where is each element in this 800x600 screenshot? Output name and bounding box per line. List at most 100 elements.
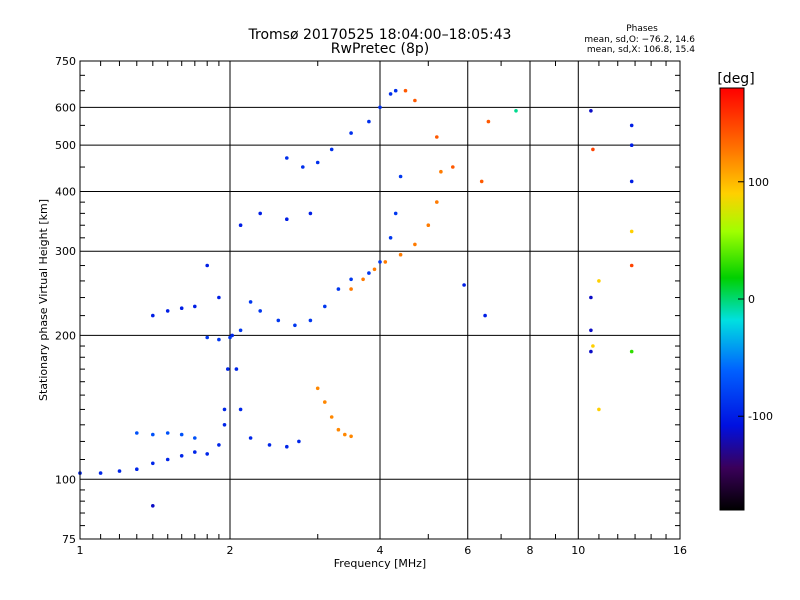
- chart-title-line1: Tromsø 20170525 18:04:00–18:05:43: [248, 27, 512, 43]
- data-point: [591, 344, 595, 348]
- data-point: [451, 165, 455, 169]
- data-point: [222, 423, 227, 427]
- data-point: [308, 318, 313, 323]
- x-tick-label: 6: [464, 544, 471, 557]
- data-point: [629, 123, 634, 128]
- data-point: [248, 436, 253, 440]
- data-point: [297, 439, 301, 444]
- data-point: [378, 260, 382, 264]
- plot-frame: [79, 60, 681, 540]
- data-point: [597, 279, 601, 283]
- phase-info-o-mode: mean, sd,O: −76.2, 14.6: [584, 35, 695, 45]
- data-point: [367, 119, 371, 124]
- data-point: [165, 457, 170, 462]
- data-points: [78, 88, 634, 508]
- x-tick-label: 10: [571, 544, 585, 557]
- data-point: [398, 252, 403, 257]
- data-point: [315, 386, 320, 391]
- data-point: [435, 135, 439, 139]
- data-point: [205, 452, 209, 456]
- data-point: [308, 211, 313, 216]
- data-point: [589, 328, 593, 333]
- data-point: [151, 461, 155, 466]
- data-point: [336, 287, 341, 291]
- data-point: [285, 156, 289, 160]
- x-tick-label: 16: [673, 544, 687, 557]
- x-tick-label: 1: [77, 544, 84, 557]
- y-tick-label: 100: [55, 473, 76, 486]
- chart-title-line2: RwPretec (8p): [331, 41, 429, 57]
- data-point: [226, 367, 230, 371]
- data-point: [323, 400, 327, 404]
- data-point: [349, 434, 353, 439]
- data-point: [589, 109, 593, 113]
- data-point: [222, 407, 227, 412]
- data-point: [234, 367, 239, 371]
- data-point: [398, 174, 403, 179]
- y-axis-label: Stationary phase Virtual Height [km]: [37, 199, 50, 401]
- data-point: [193, 450, 197, 454]
- data-point: [238, 407, 243, 412]
- data-point: [238, 223, 243, 227]
- data-point: [367, 271, 371, 275]
- data-point: [388, 92, 393, 96]
- data-point: [293, 323, 297, 328]
- colorbar-label: [deg]: [717, 71, 754, 87]
- data-point: [629, 179, 634, 184]
- colorbar-tick-label: -100: [748, 410, 773, 423]
- data-point: [349, 131, 353, 135]
- x-tick-label: 4: [377, 544, 384, 557]
- data-point: [205, 263, 209, 268]
- colorbar-tick-label: 100: [748, 176, 769, 189]
- x-axis-ticks: 1 2 4 6 8 10 16: [77, 61, 687, 557]
- data-point: [258, 211, 263, 216]
- data-point: [383, 260, 388, 264]
- y-tick-label: 600: [55, 101, 76, 114]
- y-tick-label: 300: [55, 245, 76, 258]
- y-tick-label: 200: [55, 329, 76, 342]
- data-point: [393, 88, 398, 93]
- data-point: [388, 236, 393, 240]
- data-point: [349, 277, 353, 282]
- data-point: [135, 467, 139, 472]
- data-point: [629, 349, 634, 354]
- colorbar-tick-label: 0: [748, 293, 755, 306]
- data-point: [151, 313, 155, 318]
- data-point: [361, 277, 365, 282]
- data-point: [258, 309, 263, 313]
- x-tick-label: 8: [527, 544, 534, 557]
- data-point: [135, 431, 139, 435]
- x-tick-label: 2: [227, 544, 234, 557]
- data-point: [165, 431, 170, 435]
- data-point: [117, 469, 122, 473]
- data-point: [98, 471, 103, 475]
- colorbar-ticks: 100 0 -100: [738, 176, 773, 423]
- data-point: [393, 211, 398, 216]
- data-point: [597, 407, 601, 412]
- data-point: [217, 443, 221, 447]
- data-point: [514, 109, 518, 113]
- data-point: [217, 337, 221, 342]
- phase-info-x-mode: mean, sd,X: 106.8, 15.4: [587, 45, 695, 55]
- data-point: [336, 427, 341, 432]
- data-point: [329, 415, 334, 419]
- y-tick-label: 400: [55, 185, 76, 198]
- data-point: [479, 179, 484, 184]
- data-point: [267, 443, 272, 447]
- data-point: [228, 335, 232, 340]
- data-point: [248, 300, 253, 304]
- data-point: [315, 160, 320, 165]
- data-point: [435, 200, 439, 204]
- data-point: [179, 306, 184, 311]
- data-point: [439, 169, 443, 174]
- data-point: [285, 444, 289, 449]
- data-point: [301, 165, 305, 169]
- data-point: [238, 328, 243, 333]
- data-point: [151, 432, 155, 437]
- data-point: [179, 454, 184, 458]
- x-axis-label: Frequency [MHz]: [334, 557, 426, 570]
- data-point: [413, 242, 417, 247]
- data-point: [629, 143, 634, 147]
- data-point: [205, 335, 209, 340]
